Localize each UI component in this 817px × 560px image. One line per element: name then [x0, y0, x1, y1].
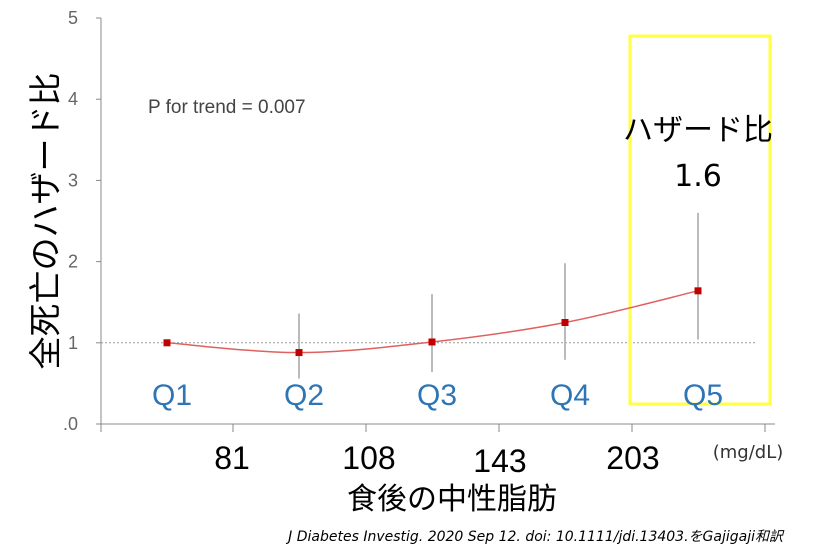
cutpoint-label: 143: [473, 443, 526, 479]
hr-label-line2: 1.6: [674, 159, 722, 194]
p-trend-annotation: P for trend = 0.007: [148, 97, 306, 118]
quintile-label: Q4: [550, 379, 590, 412]
y-tick-label: 3: [68, 170, 78, 190]
x-ticks: [100, 424, 766, 432]
data-point: [561, 319, 569, 326]
y-tick-label: 4: [68, 89, 78, 109]
data-point: [295, 349, 303, 357]
quintile-label: Q1: [152, 379, 192, 412]
error-bars: [298, 212, 699, 379]
cutpoint-label: 203: [606, 440, 659, 476]
citation: J Diabetes Investig. 2020 Sep 12. doi: 1…: [285, 529, 785, 545]
quintile-labels: Q1 Q2 Q3 Q4 Q5: [152, 379, 723, 412]
y-tick-labels: 5 4 3 2 1 .0: [63, 8, 78, 434]
y-tick-label: 5: [68, 8, 78, 28]
y-tick-label: 2: [68, 252, 78, 272]
data-point: [428, 338, 436, 346]
cutpoint-label: 81: [214, 440, 250, 476]
unit-label: (mg/dL): [713, 442, 784, 463]
quintile-label: Q5: [683, 379, 723, 412]
x-axis-title: 食後の中性脂肪: [347, 482, 557, 517]
data-point: [163, 339, 171, 347]
y-ticks: [96, 17, 101, 425]
y-axis-title: 全死亡のハザード比: [26, 73, 65, 370]
quintile-label: Q2: [284, 379, 324, 412]
y-tick-label: 1: [68, 333, 78, 353]
y-tick-label: .0: [63, 414, 78, 434]
markers: [163, 287, 702, 357]
quintile-label: Q3: [417, 379, 457, 412]
cutpoint-label: 108: [342, 440, 395, 476]
hr-label-line1: ハザード比: [623, 113, 773, 148]
cutpoint-labels: 81 108 143 203: [214, 440, 659, 479]
data-point: [694, 287, 702, 295]
highlight-box: [628, 34, 772, 406]
